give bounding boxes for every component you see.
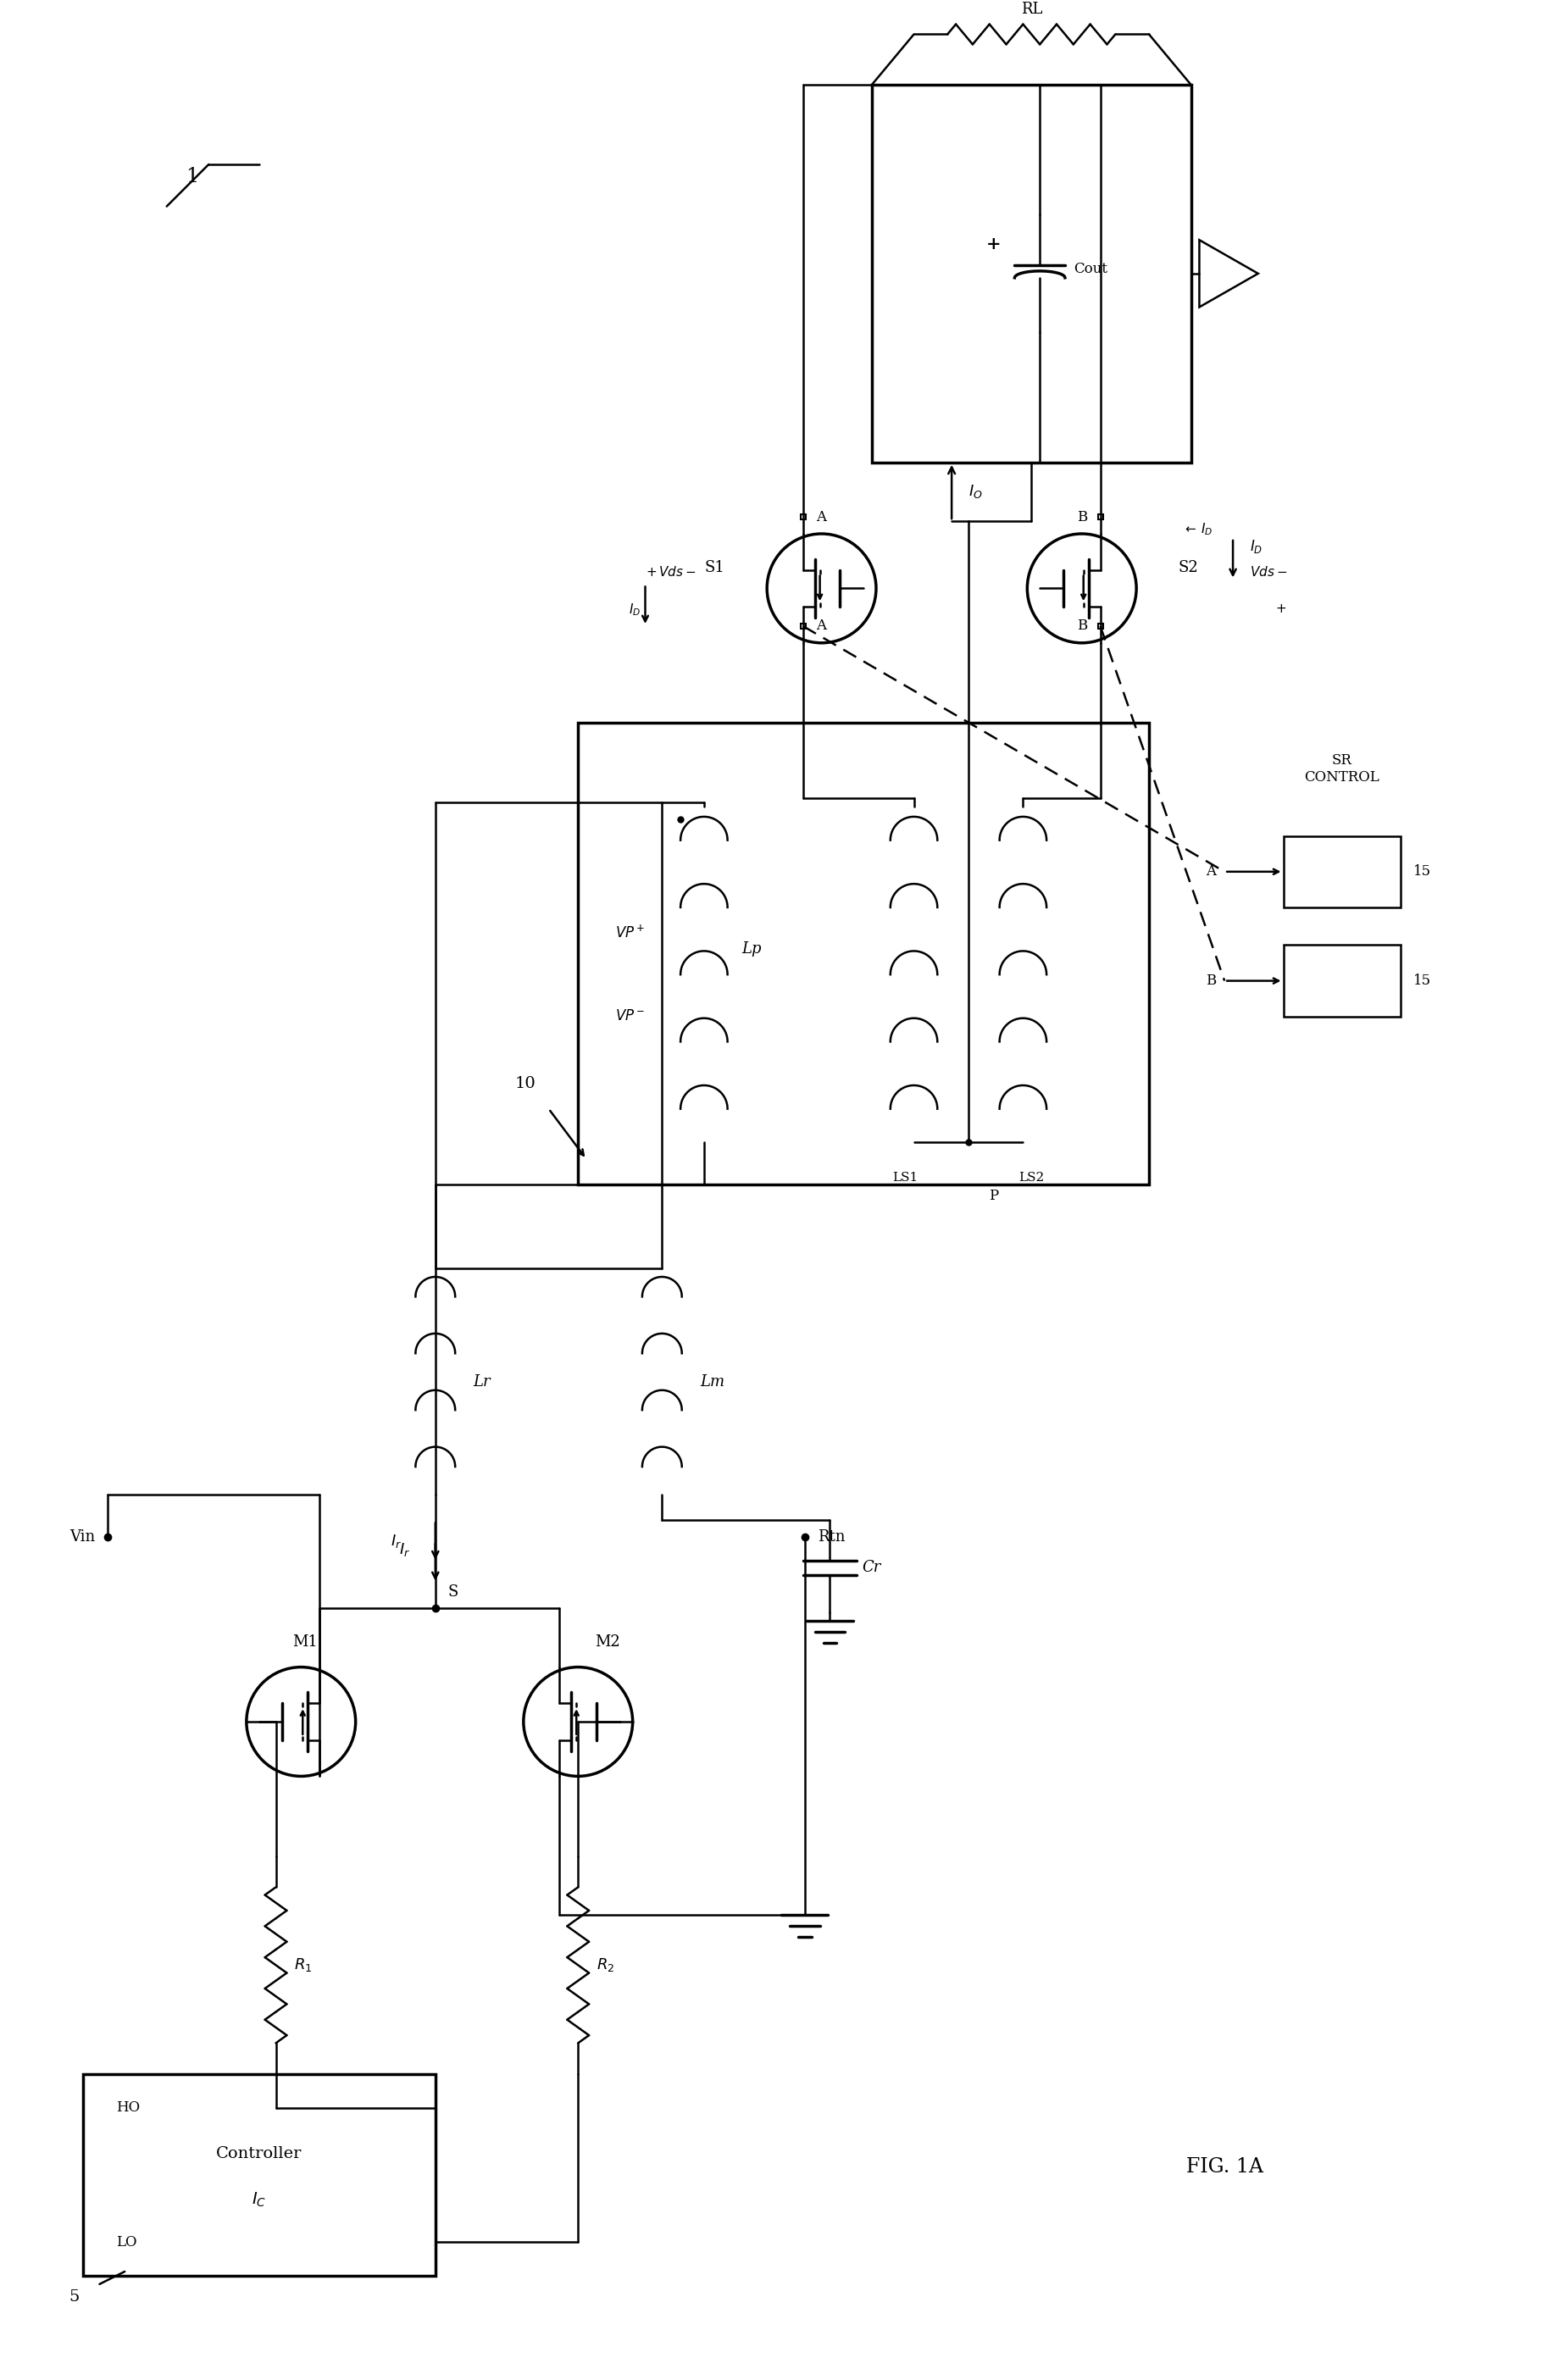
Text: S: S [448,1585,459,1599]
Text: HO: HO [116,2102,141,2116]
Text: $I_D$: $I_D$ [629,602,640,616]
Text: $I_O$: $I_O$ [969,483,983,500]
Text: Rtn: Rtn [817,1530,845,1545]
Text: A: A [815,509,826,524]
Text: M2: M2 [595,1635,620,1649]
Text: Lr: Lr [473,1373,490,1390]
Text: B: B [1205,973,1216,988]
Text: Lp: Lp [742,942,762,957]
Text: P: P [989,1188,998,1202]
Text: M1: M1 [293,1635,318,1649]
Text: 1: 1 [186,167,199,186]
Text: $R_2$: $R_2$ [596,1956,615,1973]
Text: 15: 15 [1413,864,1432,878]
Bar [1283,835,1401,907]
Text: A: A [1207,864,1216,878]
Text: SR
CONTROL: SR CONTROL [1305,754,1380,785]
Text: S2: S2 [1178,559,1199,576]
Text: $I_r$: $I_r$ [391,1533,402,1549]
Text: A: A [815,619,826,633]
Text: $\leftarrow\, I_D$: $\leftarrow\, I_D$ [1183,521,1213,538]
Text: Controller: Controller [216,2147,302,2161]
Text: $Vds-$: $Vds-$ [1250,564,1286,578]
Text: 10: 10 [515,1076,537,1092]
Bar [872,86,1191,462]
Text: $I_r$: $I_r$ [399,1542,410,1559]
Bar [577,724,1149,1185]
Text: $+\,Vds-$: $+\,Vds-$ [645,564,695,578]
Text: LO: LO [116,2235,138,2249]
Text: S1: S1 [704,559,725,576]
Text: RL: RL [1020,2,1042,17]
Text: $+$: $+$ [1275,605,1286,616]
Text: +: + [986,236,1002,252]
Text: B: B [1077,619,1088,633]
Text: $R_1$: $R_1$ [294,1956,313,1973]
Text: $I_C$: $I_C$ [252,2192,266,2209]
Text: B: B [1077,509,1088,524]
Text: Cout: Cout [1074,262,1108,276]
Text: $VP^-$: $VP^-$ [615,1009,645,1023]
Text: Cr: Cr [862,1559,881,1576]
Bar [1283,945,1401,1016]
Text: 5: 5 [69,2290,80,2304]
Bar [83,2075,435,2275]
Text: LS1: LS1 [892,1171,919,1183]
Text: LS2: LS2 [1019,1171,1044,1183]
Text: Vin: Vin [70,1530,95,1545]
Text: $I_D$: $I_D$ [1250,538,1263,555]
Text: FIG. 1A: FIG. 1A [1186,2156,1263,2175]
Text: 15: 15 [1413,973,1432,988]
Text: $VP^+$: $VP^+$ [615,923,645,940]
Text: Lm: Lm [700,1373,725,1390]
